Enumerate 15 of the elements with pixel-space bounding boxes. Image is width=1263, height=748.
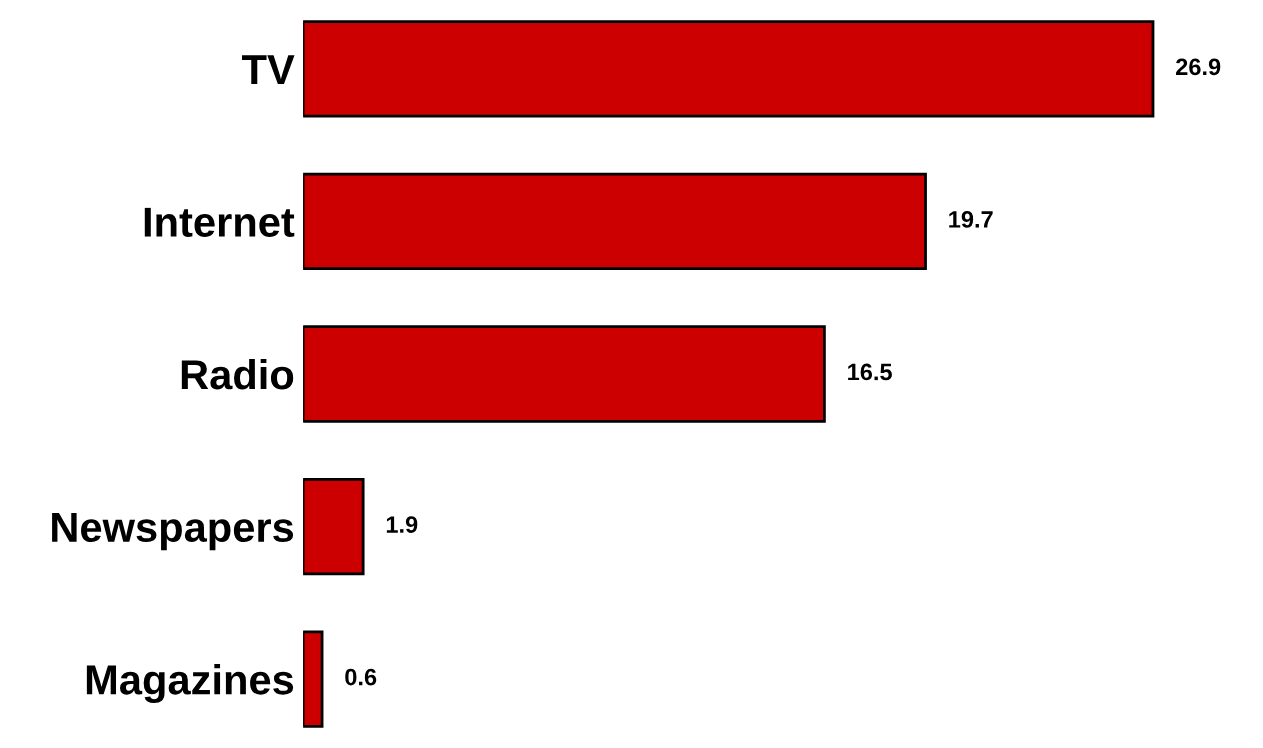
bar xyxy=(303,630,324,728)
bar xyxy=(303,172,927,271)
data-label: 26.9 xyxy=(1176,58,1221,76)
data-label: 19.7 xyxy=(949,211,993,228)
y-tick-label: Internet xyxy=(144,207,295,237)
y-tick-label: Radio xyxy=(181,358,294,390)
data-label: 1.9 xyxy=(386,516,418,533)
y-tick-label: TV xyxy=(242,55,295,84)
bar xyxy=(303,477,365,576)
bar xyxy=(303,20,1155,118)
y-tick-label: Magazines xyxy=(86,664,294,704)
data-label: 16.5 xyxy=(848,363,892,381)
data-label: 0.6 xyxy=(345,668,377,686)
y-tick-label: Newspapers xyxy=(52,513,294,551)
bar xyxy=(303,325,826,423)
